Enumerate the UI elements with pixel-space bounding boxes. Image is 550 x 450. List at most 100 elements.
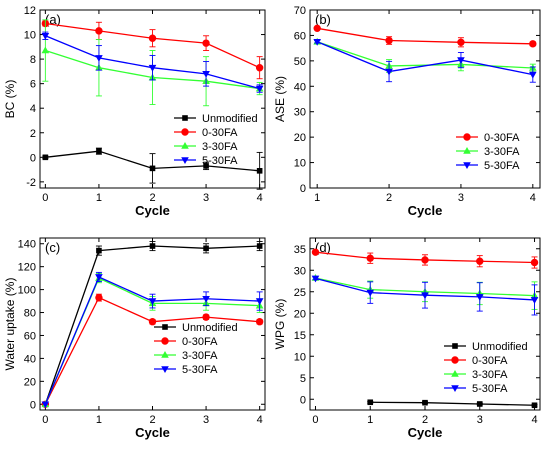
x-tick-label: 4 xyxy=(530,192,536,204)
x-tick-label: 2 xyxy=(149,414,155,426)
data-point xyxy=(149,165,156,172)
legend: 0-30FA 3-30FA 5-30FA xyxy=(456,132,520,172)
y-tick-label: 120 xyxy=(18,262,36,274)
data-point xyxy=(96,247,102,254)
data-point xyxy=(475,294,484,301)
data-point xyxy=(41,401,50,409)
data-point xyxy=(367,399,374,406)
x-tick-label: 2 xyxy=(386,192,392,204)
data-point xyxy=(366,254,374,262)
data-point xyxy=(203,163,209,169)
x-axis-label: Cycle xyxy=(135,203,170,218)
legend-marker xyxy=(181,157,189,164)
data-point xyxy=(529,71,537,79)
legend-entry: 3-30FA xyxy=(202,141,238,153)
y-tick-label: 8 xyxy=(30,54,36,66)
data-point xyxy=(202,313,210,321)
y-tick-label: 12 xyxy=(24,5,36,17)
data-point xyxy=(148,34,157,42)
legend-entry: Unmodified xyxy=(202,113,258,125)
data-point xyxy=(255,298,264,306)
data-point xyxy=(255,318,264,326)
x-axis-label: Cycle xyxy=(408,203,443,218)
legend-marker xyxy=(463,162,471,169)
x-tick-label: 3 xyxy=(477,414,483,426)
x-axis-label: Cycle xyxy=(135,425,170,440)
legend-entry: 0-30FA xyxy=(484,132,520,144)
y-tick-label: 30 xyxy=(294,265,306,277)
data-point xyxy=(457,38,465,46)
y-tick-label: 0 xyxy=(300,394,306,406)
y-tick-label: 40 xyxy=(294,81,306,93)
data-point xyxy=(256,243,263,249)
data-point xyxy=(96,148,102,154)
series-unmodified xyxy=(42,240,263,408)
data-point xyxy=(421,292,429,300)
legend-marker xyxy=(463,147,471,154)
series-line xyxy=(317,27,533,45)
data-point xyxy=(530,258,539,267)
legend-entry: 3-30FA xyxy=(472,369,508,381)
y-tick-label: 0 xyxy=(30,152,36,164)
y-tick-label: 60 xyxy=(294,30,306,42)
chart-panel-3: 0 20 40 60 80 100 120 140 0 1 2 3 4 Cycle Water uptake… xyxy=(3,237,266,440)
series-5-30fa xyxy=(41,271,264,409)
data-point xyxy=(42,154,49,161)
x-tick-label: 0 xyxy=(42,414,48,426)
y-axis-label: WPG (%) xyxy=(273,299,287,350)
legend-entry: 5-30FA xyxy=(182,364,218,376)
y-tick-label: 70 xyxy=(294,5,306,17)
data-point xyxy=(95,293,103,302)
data-point xyxy=(422,399,428,406)
y-tick-label: 15 xyxy=(294,330,306,342)
x-tick-label: 2 xyxy=(149,192,155,204)
y-tick-label: 4 xyxy=(30,103,36,115)
series-5-30fa xyxy=(41,31,264,93)
legend-marker xyxy=(162,324,168,330)
legend-entry: 0-30FA xyxy=(202,127,238,139)
legend-entry: 5-30FA xyxy=(484,160,520,172)
x-tick-label: 2 xyxy=(422,414,428,426)
data-point xyxy=(313,24,321,33)
data-point xyxy=(530,297,539,304)
series-0-30fa xyxy=(311,248,539,269)
legend-entry: 0-30FA xyxy=(472,355,508,367)
series-0-30fa xyxy=(313,24,537,48)
data-point xyxy=(95,55,103,62)
data-point xyxy=(95,274,103,281)
data-point xyxy=(476,257,484,265)
data-point xyxy=(311,275,320,283)
series-line xyxy=(370,401,535,406)
y-tick-label: 50 xyxy=(294,56,306,68)
data-point xyxy=(149,243,156,249)
legend-marker xyxy=(161,366,169,373)
x-tick-label: 1 xyxy=(367,414,373,426)
y-axis-label: ASE (%) xyxy=(273,76,287,122)
y-tick-label: 20 xyxy=(24,376,36,388)
legend-marker xyxy=(452,343,458,349)
x-tick-label: 4 xyxy=(257,192,263,204)
legend-entry: Unmodified xyxy=(472,341,528,353)
x-tick-label: 3 xyxy=(458,192,464,204)
y-tick-label: 40 xyxy=(24,353,36,365)
x-tick-label: 3 xyxy=(203,414,209,426)
data-point xyxy=(385,68,393,76)
series-5-30fa xyxy=(311,275,539,316)
legend-entry: 0-30FA xyxy=(182,336,218,348)
y-tick-label: 6 xyxy=(30,79,36,91)
y-axis-label: BC (%) xyxy=(3,80,17,119)
data-point xyxy=(311,248,320,256)
series-3-30fa xyxy=(41,273,264,408)
y-tick-label: 0 xyxy=(300,183,306,195)
x-tick-label: 4 xyxy=(257,414,263,426)
data-point xyxy=(148,318,157,326)
plot-frame xyxy=(309,9,541,189)
series-unmodified xyxy=(42,147,263,190)
data-point xyxy=(41,32,50,40)
series-5-30fa xyxy=(313,38,537,83)
data-point xyxy=(529,40,537,48)
data-point xyxy=(366,289,375,297)
y-tick-label: 20 xyxy=(294,308,306,320)
